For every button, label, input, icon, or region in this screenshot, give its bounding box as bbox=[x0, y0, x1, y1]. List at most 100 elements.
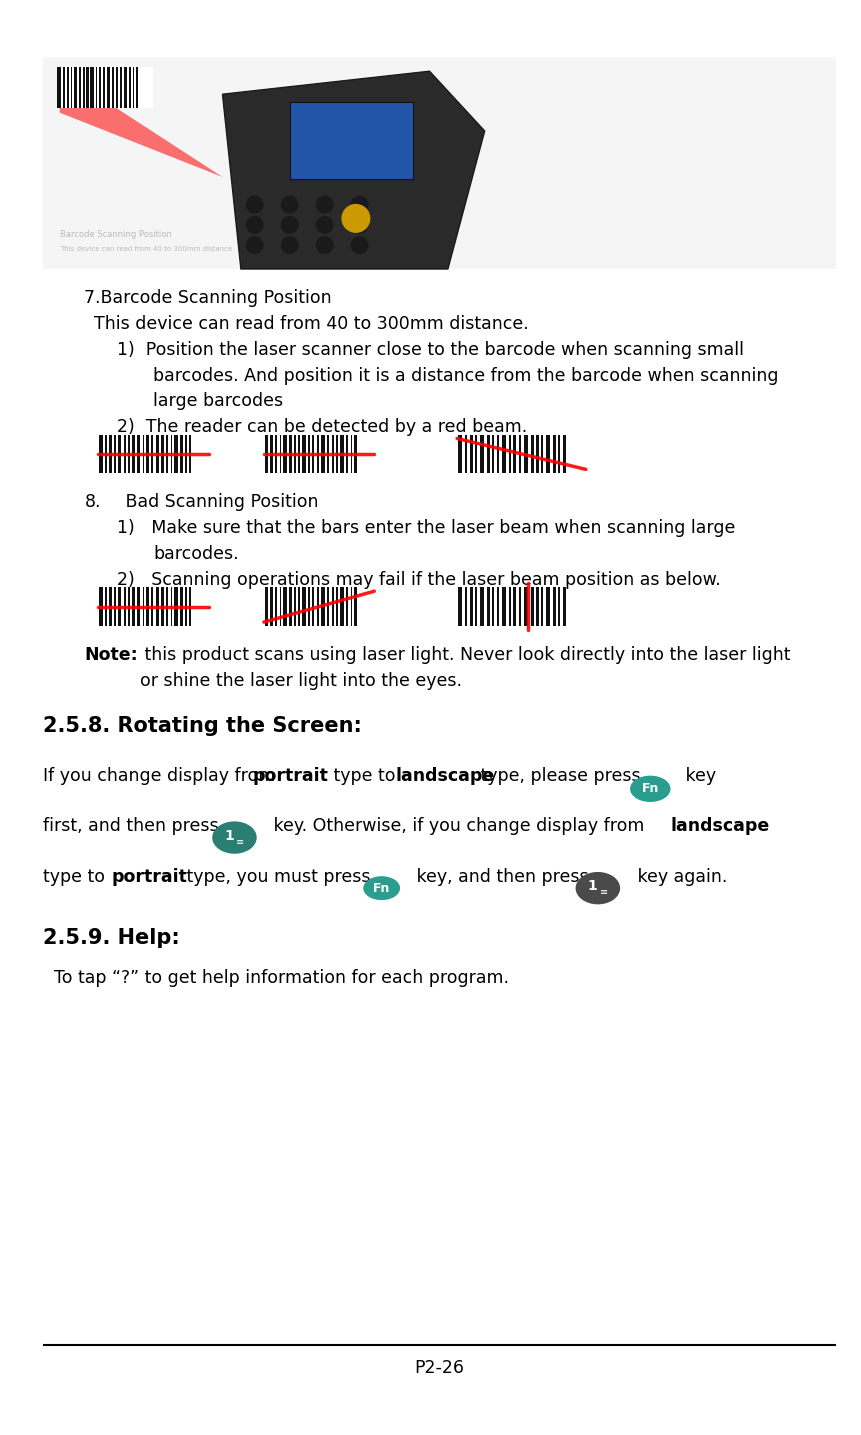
Bar bbox=[469, 435, 473, 474]
Bar bbox=[336, 435, 338, 474]
Bar bbox=[118, 435, 121, 474]
Bar bbox=[185, 587, 186, 626]
Bar bbox=[275, 435, 277, 474]
Bar bbox=[289, 435, 291, 474]
Bar bbox=[326, 435, 329, 474]
Bar bbox=[307, 587, 309, 626]
Bar bbox=[128, 587, 130, 626]
Bar bbox=[289, 587, 291, 626]
Bar bbox=[354, 587, 356, 626]
Bar bbox=[340, 587, 344, 626]
Bar bbox=[456, 435, 585, 474]
Bar bbox=[137, 587, 140, 626]
Text: 2.5.8. Rotating the Screen:: 2.5.8. Rotating the Screen: bbox=[43, 716, 362, 736]
Bar bbox=[63, 66, 65, 108]
Bar bbox=[170, 435, 172, 474]
Bar bbox=[112, 66, 115, 108]
Bar bbox=[464, 435, 467, 474]
Bar bbox=[263, 435, 374, 474]
Text: 8.: 8. bbox=[84, 494, 101, 511]
Bar bbox=[492, 587, 493, 626]
Bar bbox=[336, 587, 338, 626]
Bar bbox=[512, 435, 516, 474]
Bar bbox=[316, 435, 319, 474]
Bar bbox=[294, 587, 295, 626]
Bar bbox=[263, 587, 374, 626]
Bar bbox=[326, 587, 329, 626]
Bar bbox=[316, 587, 319, 626]
Text: To tap “?” to get help information for each program.: To tap “?” to get help information for e… bbox=[54, 969, 509, 987]
Text: Fn: Fn bbox=[373, 881, 390, 894]
Text: 1: 1 bbox=[224, 828, 234, 842]
Ellipse shape bbox=[575, 872, 619, 904]
Circle shape bbox=[342, 205, 369, 232]
Text: type to: type to bbox=[328, 766, 401, 785]
Text: 2)  The reader can be detected by a red beam.: 2) The reader can be detected by a red b… bbox=[116, 418, 526, 436]
Bar bbox=[137, 435, 140, 474]
Bar bbox=[118, 587, 121, 626]
Bar bbox=[557, 435, 560, 474]
Text: Note:: Note: bbox=[84, 646, 138, 664]
Circle shape bbox=[351, 197, 368, 212]
Bar bbox=[294, 435, 295, 474]
Ellipse shape bbox=[629, 776, 670, 802]
Bar bbox=[480, 435, 484, 474]
Bar bbox=[105, 587, 107, 626]
Bar bbox=[270, 435, 272, 474]
Bar bbox=[508, 587, 510, 626]
Bar bbox=[151, 435, 153, 474]
Bar bbox=[518, 435, 521, 474]
Bar bbox=[155, 435, 159, 474]
Polygon shape bbox=[222, 72, 484, 268]
Bar bbox=[102, 66, 105, 108]
Bar bbox=[530, 587, 533, 626]
Bar bbox=[120, 66, 121, 108]
Bar bbox=[297, 587, 300, 626]
Bar bbox=[474, 435, 477, 474]
Bar bbox=[340, 435, 344, 474]
Bar bbox=[161, 587, 164, 626]
Bar bbox=[350, 587, 352, 626]
Text: type, please press: type, please press bbox=[475, 766, 641, 785]
Text: or shine the laser light into the eyes.: or shine the laser light into the eyes. bbox=[139, 672, 461, 690]
Bar bbox=[552, 435, 555, 474]
Text: type to: type to bbox=[43, 868, 110, 885]
Bar bbox=[345, 435, 348, 474]
Text: 1)   Make sure that the bars enter the laser beam when scanning large: 1) Make sure that the bars enter the las… bbox=[116, 519, 734, 537]
Text: Bad Scanning Position: Bad Scanning Position bbox=[109, 494, 319, 511]
Bar bbox=[469, 587, 473, 626]
Bar bbox=[557, 587, 560, 626]
Bar bbox=[66, 66, 69, 108]
Bar bbox=[98, 435, 208, 474]
Bar bbox=[264, 435, 268, 474]
Bar bbox=[133, 66, 134, 108]
Bar bbox=[174, 435, 178, 474]
Text: first, and then press: first, and then press bbox=[43, 818, 219, 835]
Bar bbox=[180, 587, 183, 626]
Bar bbox=[312, 587, 314, 626]
Bar bbox=[128, 435, 130, 474]
Bar bbox=[136, 66, 138, 108]
Text: this product scans using laser light. Never look directly into the laser light: this product scans using laser light. Ne… bbox=[139, 646, 790, 664]
Bar bbox=[109, 435, 112, 474]
Circle shape bbox=[281, 237, 298, 254]
Bar bbox=[107, 66, 110, 108]
Text: Barcode Scanning Position: Barcode Scanning Position bbox=[59, 230, 171, 238]
Polygon shape bbox=[59, 72, 222, 177]
Bar bbox=[541, 587, 542, 626]
Bar bbox=[302, 587, 306, 626]
Bar bbox=[275, 587, 277, 626]
Bar bbox=[264, 587, 268, 626]
Circle shape bbox=[281, 197, 298, 212]
FancyBboxPatch shape bbox=[289, 102, 412, 179]
Bar bbox=[99, 435, 102, 474]
Bar bbox=[307, 435, 309, 474]
Text: portrait: portrait bbox=[252, 766, 328, 785]
Circle shape bbox=[351, 237, 368, 254]
Bar bbox=[132, 435, 134, 474]
Bar bbox=[151, 587, 153, 626]
Ellipse shape bbox=[362, 877, 400, 900]
Text: key again.: key again. bbox=[631, 868, 727, 885]
Bar bbox=[331, 587, 334, 626]
Bar bbox=[518, 587, 521, 626]
